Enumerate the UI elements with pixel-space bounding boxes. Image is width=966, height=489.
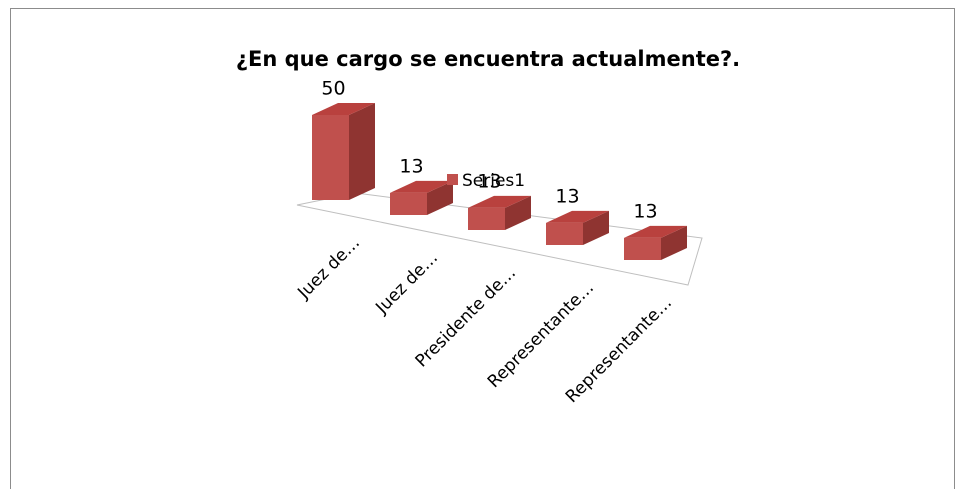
bar-top <box>468 195 531 208</box>
bar-top <box>624 225 687 238</box>
bar-side <box>349 103 375 200</box>
bar-side <box>583 210 609 245</box>
bar-front <box>624 237 661 260</box>
data-label: 13 <box>399 155 423 177</box>
bar-front <box>312 115 349 200</box>
bar <box>468 195 531 230</box>
bar-top <box>546 210 609 223</box>
bar <box>312 103 375 200</box>
bar-side <box>427 180 453 215</box>
bar <box>390 180 453 215</box>
bar-front <box>468 207 505 230</box>
bar <box>546 210 609 245</box>
bar-front <box>390 192 427 215</box>
legend-swatch <box>447 174 458 185</box>
data-label: 13 <box>633 200 657 222</box>
chart-title: ¿En que cargo se encuentra actualmente?. <box>236 47 740 71</box>
chart-frame <box>10 8 955 489</box>
bar-side <box>505 195 531 230</box>
bar-top <box>312 103 375 115</box>
legend-label: Series1 <box>462 171 525 191</box>
data-label: 13 <box>555 185 579 207</box>
bar <box>624 225 687 260</box>
data-label: 13 <box>477 170 501 192</box>
data-label: 50 <box>321 78 345 100</box>
bar-top <box>390 180 453 193</box>
bar-front <box>546 222 583 245</box>
bar-side <box>661 225 687 260</box>
